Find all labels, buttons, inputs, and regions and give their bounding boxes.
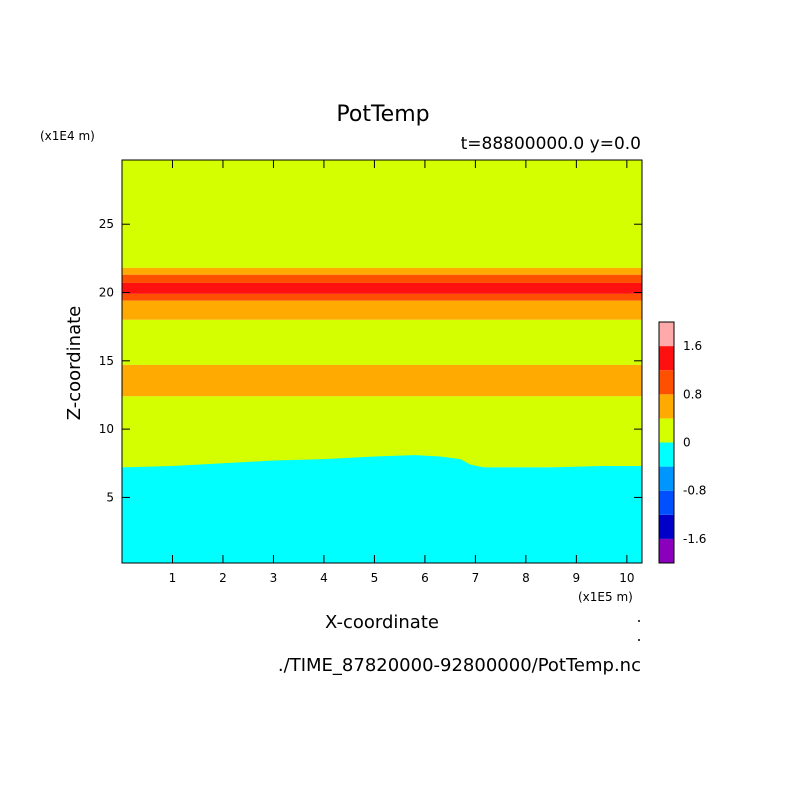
colorbar-swatch xyxy=(659,442,674,467)
contour-band xyxy=(122,396,642,468)
y-axis-unit: (x1E4 m) xyxy=(40,129,95,143)
contour-band xyxy=(122,364,642,397)
y-tick-label: 25 xyxy=(99,217,114,231)
colorbar-tick-label: -0.8 xyxy=(683,484,706,498)
colorbar-swatch xyxy=(659,418,674,443)
x-tick-label: 4 xyxy=(320,571,328,585)
colorbar-tick-label: 0.8 xyxy=(683,387,702,401)
colorbar-swatch xyxy=(659,538,674,563)
x-tick-label: 7 xyxy=(472,571,480,585)
y-axis-label: Z-coordinate xyxy=(64,306,85,421)
plot-frame xyxy=(121,159,643,564)
x-axis-unit: (x1E5 m) xyxy=(578,590,633,604)
chart-title: PotTemp xyxy=(336,102,429,127)
x-tick-label: 5 xyxy=(371,571,379,585)
x-tick-label: 10 xyxy=(619,571,634,585)
y-axis: 5 10 15 20 25 xyxy=(99,217,642,504)
x-tick-label: 1 xyxy=(169,571,177,585)
y-tick-label: 20 xyxy=(99,286,114,300)
colorbar-frame xyxy=(658,321,675,564)
contour-band xyxy=(122,293,642,301)
chart-subtitle: t=88800000.0 y=0.0 xyxy=(461,134,641,154)
colorbar-swatch xyxy=(659,322,674,347)
marker-dot xyxy=(638,639,640,641)
colorbar-swatch xyxy=(659,346,674,371)
y-tick-label: 5 xyxy=(106,490,114,504)
contour-band xyxy=(122,160,642,268)
contour-band xyxy=(122,282,642,294)
colorbar-swatch xyxy=(659,370,674,395)
x-tick-label: 8 xyxy=(522,571,530,585)
cyan-region xyxy=(122,455,642,563)
contour-fill-layer xyxy=(122,160,642,563)
colorbar-swatch xyxy=(659,394,674,419)
colorbar-swatch xyxy=(659,490,674,515)
colorbar-tick-label: 0 xyxy=(683,436,691,450)
y-tick-label: 15 xyxy=(99,354,114,368)
colorbar: -1.6 -0.8 0 0.8 1.6 xyxy=(658,321,706,564)
contour-band xyxy=(122,300,642,320)
contour-band xyxy=(122,274,642,283)
colorbar-swatch xyxy=(659,514,674,539)
x-tick-label: 6 xyxy=(421,571,429,585)
colorbar-swatch xyxy=(659,466,674,491)
x-tick-label: 2 xyxy=(219,571,227,585)
marker-dot xyxy=(638,620,640,622)
y-tick-label: 10 xyxy=(99,422,114,436)
x-axis-label: X-coordinate xyxy=(325,612,439,633)
x-axis: 1 2 3 4 5 6 7 8 9 10 xyxy=(169,160,634,585)
contour-band xyxy=(122,267,642,275)
contour-band xyxy=(122,319,642,365)
x-tick-label: 3 xyxy=(270,571,278,585)
plot-area: 1 2 3 4 5 6 7 8 9 10 5 10 15 20 25 xyxy=(99,159,643,585)
colorbar-tick-label: -1.6 xyxy=(683,532,706,546)
colorbar-tick-label: 1.6 xyxy=(683,339,702,353)
x-tick-label: 9 xyxy=(573,571,581,585)
source-file-path: ./TIME_87820000-92800000/PotTemp.nc xyxy=(278,655,641,676)
